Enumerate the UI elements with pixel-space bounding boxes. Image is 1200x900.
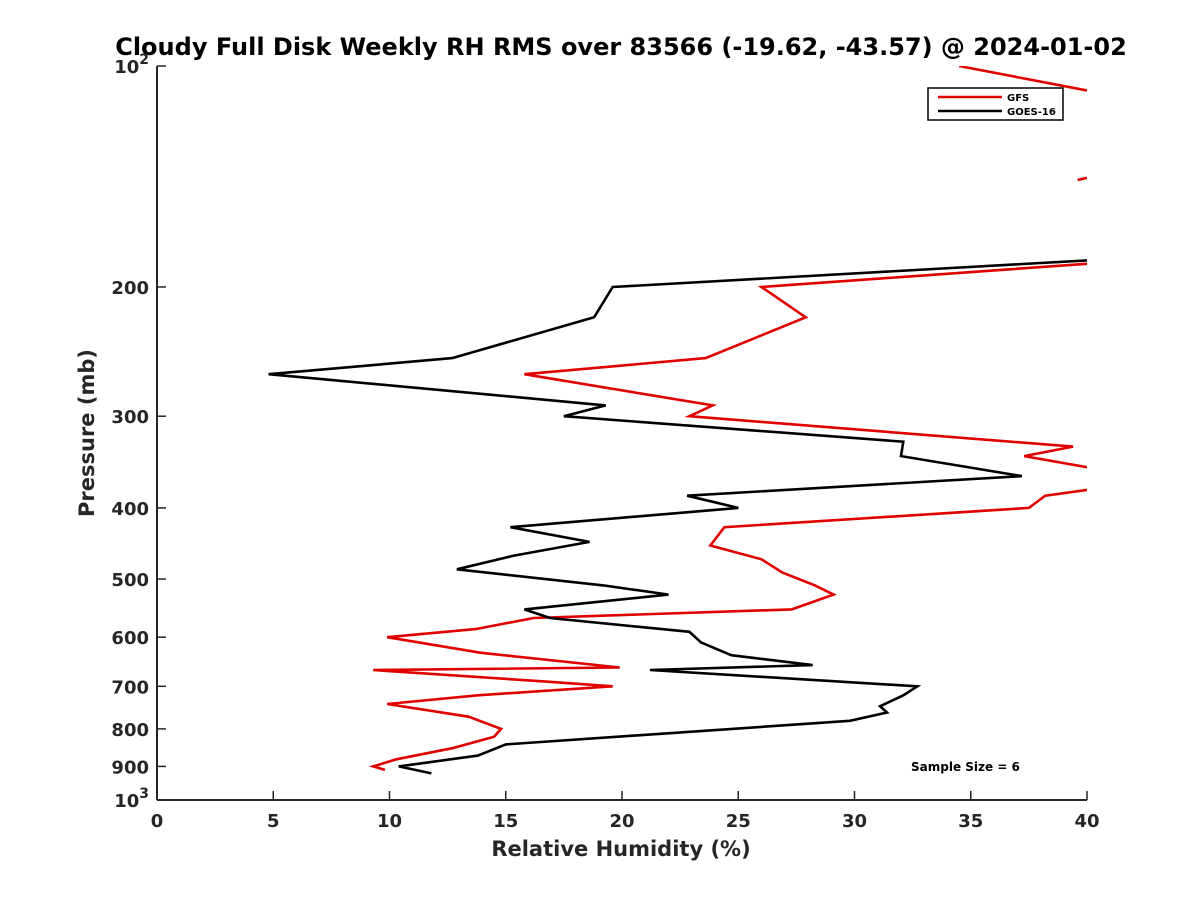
y-tick-label: 600 [111, 628, 149, 649]
x-tick-label: 20 [609, 811, 634, 832]
series-line-gfs-segment-3 [368, 488, 1087, 772]
x-tick-label: 30 [842, 811, 867, 832]
series-layer [268, 66, 1087, 775]
y-tick-label: 900 [111, 757, 149, 778]
legend-label-goes16: GOES-16 [1007, 107, 1056, 118]
series-line-gfs-segment-1 [1077, 176, 1087, 182]
legend-label-gfs: GFS [1007, 93, 1029, 104]
chart-title: Cloudy Full Disk Weekly RH RMS over 8356… [115, 33, 1127, 61]
y-tick-label: 200 [111, 278, 149, 299]
series-line-gfs-segment-0 [958, 66, 1087, 92]
x-tick-label: 15 [493, 811, 518, 832]
x-tick-label: 10 [377, 811, 402, 832]
x-tick-label: 5 [267, 811, 280, 832]
x-axis-label: Relative Humidity (%) [491, 837, 750, 861]
axes [156, 66, 1087, 801]
sample-size-annotation: Sample Size = 6 [911, 760, 1020, 774]
series-line-gfs-segment-2 [524, 262, 1087, 469]
series-line-goes16-segment-0 [268, 259, 1087, 775]
x-tick-label: 40 [1074, 811, 1099, 832]
x-tick-label: 35 [958, 811, 983, 832]
y-tick-label: 500 [111, 570, 149, 591]
x-tick-label: 0 [151, 811, 164, 832]
x-ticks: 0 5 10 15 20 25 30 35 40 [151, 791, 1100, 832]
y-tick-label: 700 [111, 677, 149, 698]
y-tick-label: 800 [111, 720, 149, 741]
legend: GFS GOES-16 [927, 87, 1064, 121]
y-ticks: 102 200 300 400 500 600 700 800 900 103 [111, 52, 166, 812]
y-axis-label: Pressure (mb) [75, 349, 99, 517]
legend-box [927, 87, 1064, 121]
x-tick-label: 25 [726, 811, 751, 832]
y-tick-label: 400 [111, 499, 149, 520]
y-tick-label: 300 [111, 407, 149, 428]
y-tick-label: 102 [114, 52, 149, 78]
y-tick-label: 103 [114, 786, 149, 812]
